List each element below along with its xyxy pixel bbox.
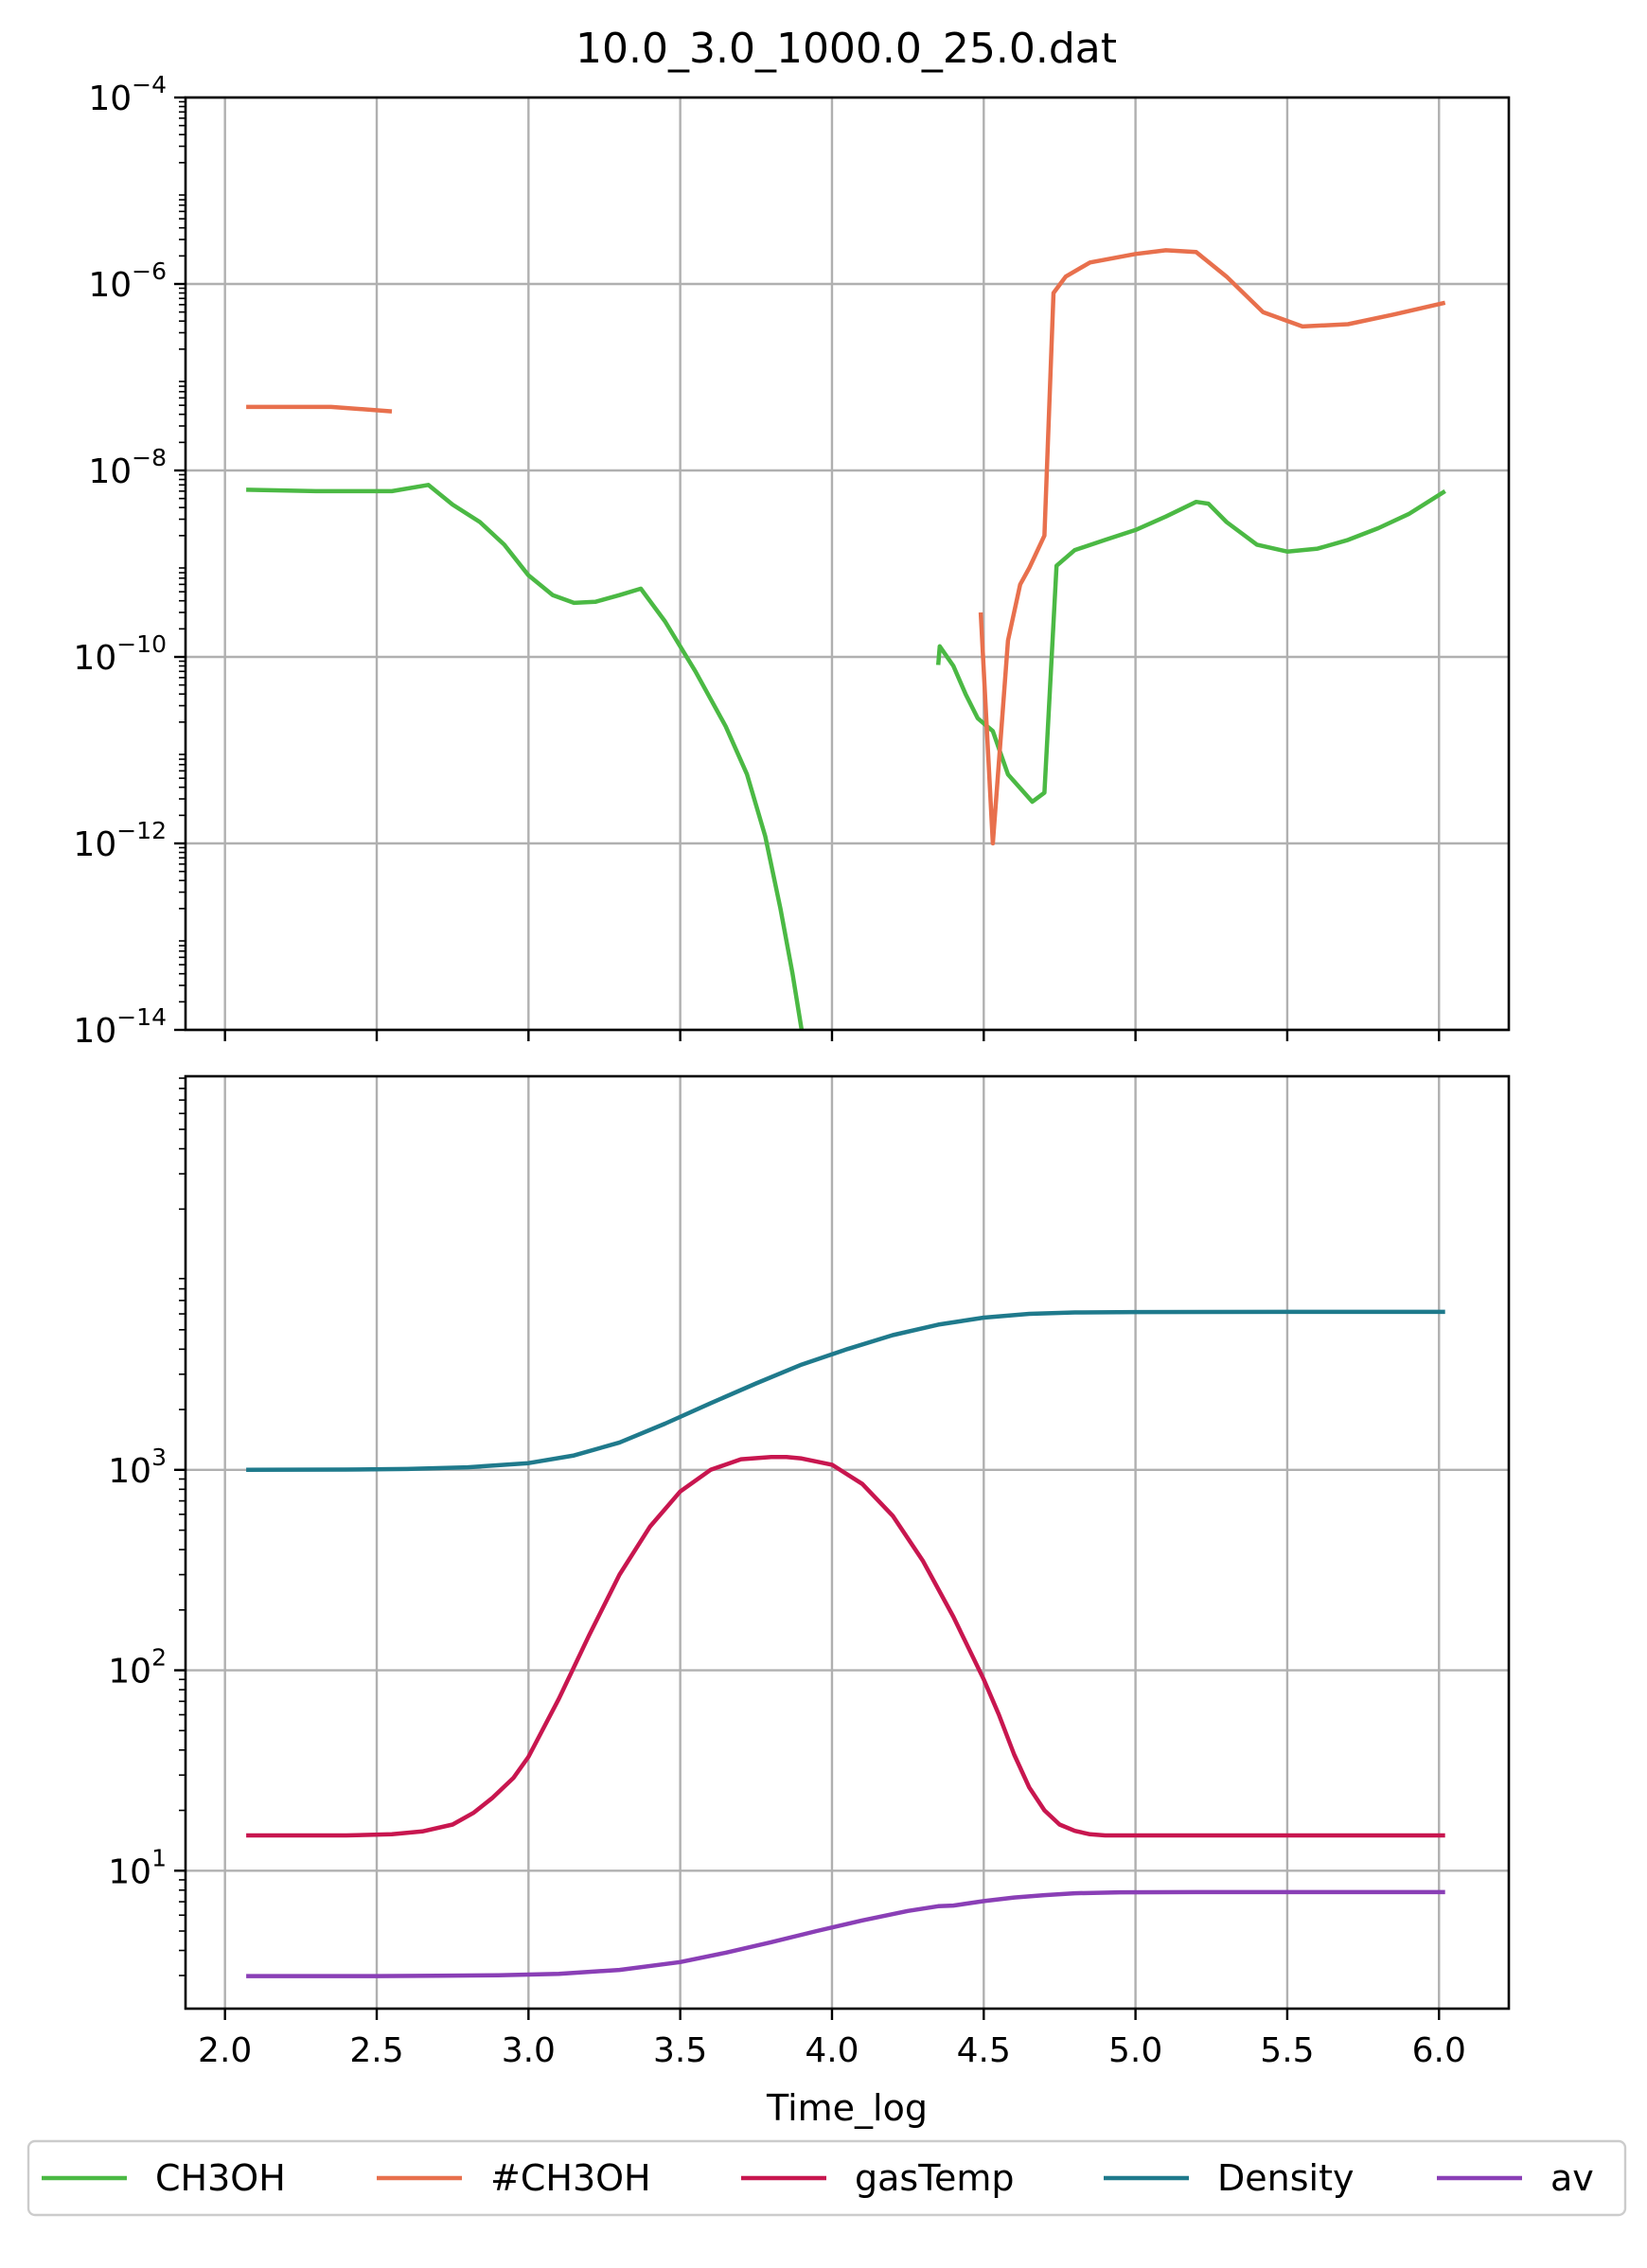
top-ticks: 10−14 10−12 10−10 10−8 10−6 10−4 — [73, 71, 1441, 1051]
legend-label: av — [1550, 2157, 1594, 2199]
series-line-ch3oh — [246, 483, 805, 1031]
series-line-ch3oh — [935, 488, 1446, 805]
bottom-series-group — [246, 1309, 1445, 1978]
y-tick-label: 10−12 — [73, 817, 167, 864]
legend-frame — [27, 2139, 1627, 2217]
legend-label: Density — [1217, 2157, 1354, 2199]
legend-label: #CH3OH — [490, 2157, 651, 2199]
y-tick-label: 10−8 — [88, 444, 167, 491]
series-line-ice-ch3oh — [978, 248, 1446, 846]
top-panel: 10−14 10−12 10−10 10−8 10−6 10−4 — [73, 71, 1511, 1051]
x-tick-label: 5.5 — [1260, 2031, 1314, 2070]
bottom-gridlines — [186, 1076, 1509, 2009]
y-tick-label: 10−14 — [73, 1003, 167, 1051]
bottom-ticks: 2.0 2.5 3.0 3.5 4.0 4.5 5.0 5.5 6.0 101 102 103 — [108, 1077, 1466, 2070]
series-line-gastemp — [246, 1454, 1445, 1838]
top-series-group — [246, 248, 1446, 1031]
x-tick-label: 3.5 — [653, 2031, 707, 2070]
x-tick-label: 4.5 — [957, 2031, 1011, 2070]
x-axis-label: Time_log — [766, 2087, 928, 2129]
y-tick-label: 10−4 — [88, 71, 167, 118]
y-tick-label: 10−6 — [88, 257, 167, 305]
chart-title: 10.0_3.0_1000.0_25.0.dat — [576, 25, 1117, 73]
bottom-panel: 2.0 2.5 3.0 3.5 4.0 4.5 5.0 5.5 6.0 101 102 103 — [108, 1074, 1511, 2070]
x-tick-label: 6.0 — [1412, 2031, 1466, 2070]
y-tick-label: 102 — [108, 1644, 167, 1692]
legend: CH3OH #CH3OH gasTemp Density av — [27, 2139, 1627, 2217]
top-axes-frame — [184, 96, 1511, 1032]
series-line-ice-ch3oh — [246, 404, 393, 414]
x-tick-label: 5.0 — [1108, 2031, 1162, 2070]
legend-label: gasTemp — [855, 2157, 1014, 2199]
legend-label: CH3OH — [155, 2157, 286, 2199]
series-line-av — [246, 1889, 1445, 1978]
legend-items: CH3OH #CH3OH gasTemp Density av — [42, 2157, 1594, 2199]
bottom-axes-frame — [184, 1074, 1511, 2011]
y-tick-label: 103 — [108, 1444, 167, 1491]
y-tick-label: 10−10 — [73, 630, 167, 678]
series-line-density — [246, 1309, 1445, 1473]
x-tick-label: 3.0 — [502, 2031, 556, 2070]
x-tick-label: 4.0 — [805, 2031, 859, 2070]
x-tick-label: 2.5 — [349, 2031, 403, 2070]
y-tick-label: 101 — [108, 1844, 167, 1891]
x-tick-label: 2.0 — [198, 2031, 252, 2070]
top-gridlines — [186, 96, 1509, 1032]
